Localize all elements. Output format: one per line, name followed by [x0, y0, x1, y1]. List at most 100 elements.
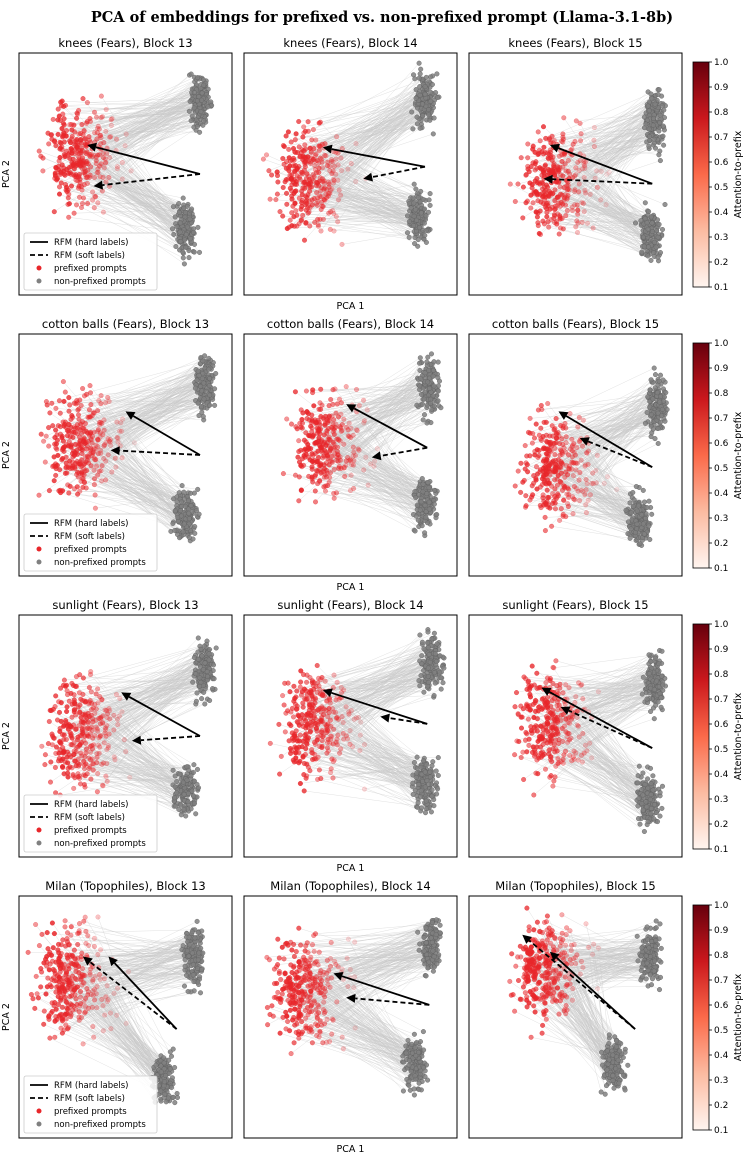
prefixed-point — [330, 421, 336, 427]
prefixed-point — [348, 435, 354, 441]
prefixed-point — [573, 172, 579, 178]
prefixed-point — [109, 469, 115, 475]
legend-hard-label: RFM (hard labels) — [54, 238, 129, 248]
prefixed-point — [55, 117, 61, 123]
prefixed-point — [98, 161, 104, 167]
prefixed-point — [49, 400, 55, 406]
prefixed-point — [584, 220, 591, 226]
plot-area — [512, 365, 670, 548]
prefixed-point — [288, 176, 294, 182]
prefixed-point — [114, 419, 120, 425]
pair-line — [71, 153, 190, 258]
legend-prefixed-swatch — [36, 265, 42, 271]
prefixed-point — [287, 163, 293, 169]
prefixed-point — [107, 437, 113, 443]
pair-line — [532, 494, 646, 523]
nonprefixed-point — [430, 393, 436, 399]
prefixed-point — [92, 492, 98, 498]
nonprefixed-point — [646, 126, 652, 132]
prefixed-point — [87, 153, 93, 159]
prefixed-point — [97, 174, 103, 180]
pair-line — [555, 508, 628, 534]
nonprefixed-point — [430, 367, 436, 373]
prefixed-point — [296, 195, 302, 201]
panel-title: cotton balls (Fears), Block 15 — [492, 317, 659, 331]
nonprefixed-point — [412, 241, 418, 247]
prefixed-point — [578, 131, 584, 137]
nonprefixed-point — [638, 218, 644, 224]
prefixed-point — [50, 463, 56, 470]
prefixed-point — [294, 173, 300, 179]
prefixed-point — [311, 403, 317, 409]
prefixed-point — [583, 476, 589, 483]
pair-line — [353, 400, 435, 466]
prefixed-point — [296, 438, 302, 444]
prefixed-point — [350, 453, 356, 459]
prefixed-point — [86, 137, 93, 143]
nonprefixed-point — [180, 249, 186, 255]
pair-line — [101, 163, 183, 233]
pair-line — [565, 163, 644, 238]
nonprefixed-point — [419, 523, 425, 529]
prefixed-point — [46, 141, 52, 147]
prefixed-point — [302, 158, 309, 165]
pair-line — [319, 180, 417, 205]
nonprefixed-point — [426, 485, 432, 491]
nonprefixed-point — [427, 74, 433, 80]
prefixed-point — [102, 442, 108, 448]
nonprefixed-point — [195, 224, 201, 230]
prefixed-point — [54, 437, 60, 443]
nonprefixed-point — [188, 490, 194, 496]
prefixed-point — [60, 379, 66, 385]
prefixed-point — [88, 402, 94, 408]
pair-line — [86, 487, 189, 517]
pair-line — [74, 390, 202, 468]
nonprefixed-point — [200, 358, 206, 364]
prefixed-point — [291, 223, 298, 229]
nonprefixed-point — [420, 417, 426, 423]
prefixed-point — [91, 455, 97, 461]
pair-line — [537, 473, 636, 532]
prefixed-point — [334, 457, 340, 463]
nonprefixed-point — [176, 209, 182, 215]
nonprefixed-point — [412, 207, 418, 213]
nonprefixed-point — [194, 98, 200, 104]
pair-line — [575, 411, 658, 456]
prefixed-point — [46, 488, 52, 494]
prefixed-point — [576, 414, 582, 421]
panel-frame — [243, 52, 458, 296]
prefixed-point — [564, 491, 570, 497]
prefixed-point — [305, 205, 311, 211]
nonprefixed-point — [181, 205, 187, 211]
prefixed-point — [339, 241, 345, 247]
prefixed-point — [523, 493, 529, 499]
prefixed-point — [280, 155, 286, 162]
nonprefixed-point — [417, 507, 423, 513]
prefixed-point — [582, 462, 588, 468]
prefixed-point — [69, 413, 75, 419]
nonprefixed-point — [661, 142, 667, 148]
nonprefixed-point — [172, 214, 178, 220]
prefixed-point — [296, 118, 302, 125]
prefixed-point — [75, 161, 81, 167]
nonprefixed-point — [659, 226, 665, 232]
prefixed-point — [57, 487, 63, 493]
prefixed-point — [81, 165, 87, 171]
prefixed-point — [560, 139, 566, 145]
pair-line — [79, 429, 186, 507]
prefixed-point — [573, 165, 579, 171]
prefixed-point — [561, 497, 567, 503]
colorbar-tick-label: 0.5 — [714, 183, 728, 193]
prefixed-point — [350, 462, 356, 468]
pair-line — [554, 496, 639, 507]
prefixed-point — [593, 467, 599, 474]
prefixed-point — [553, 168, 559, 174]
prefixed-point — [306, 473, 312, 479]
pair-line — [550, 172, 659, 227]
pair-line — [84, 386, 201, 397]
prefixed-point — [336, 437, 342, 443]
nonprefixed-point — [435, 383, 441, 389]
prefixed-point — [72, 129, 78, 135]
prefixed-point — [552, 486, 558, 492]
prefixed-point — [337, 424, 343, 430]
